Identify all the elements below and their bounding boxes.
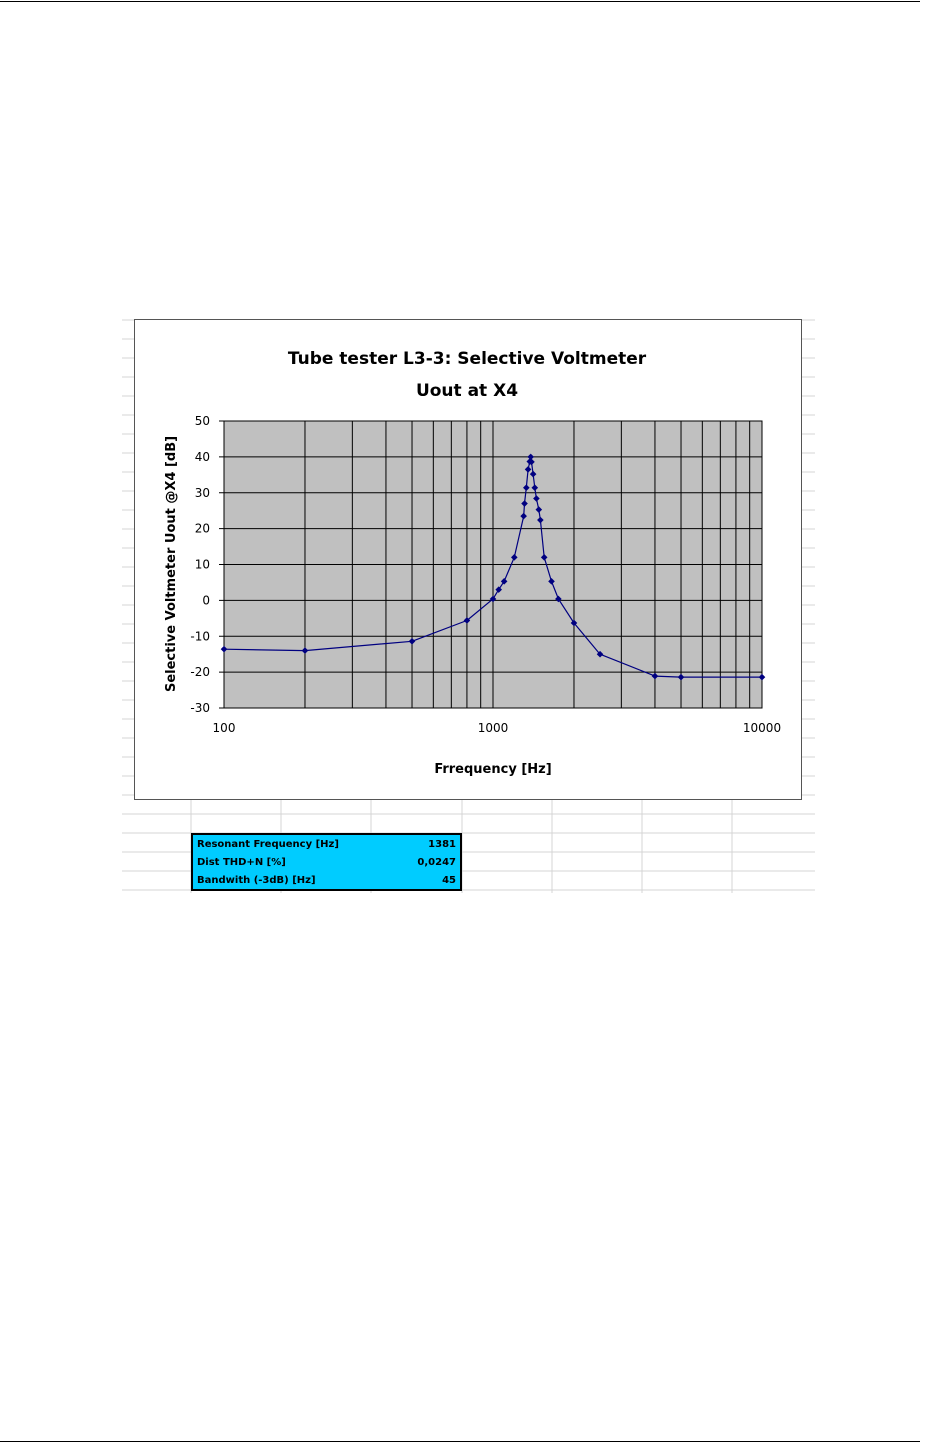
data-point [301,647,309,654]
x-tick-label: 1000 [478,721,509,735]
table-row: Bandwith (-3dB) [Hz] 45 [192,871,461,890]
chart-area: Tube tester L3-3: Selective Voltmeter Uo… [134,319,802,800]
y-tick-label: 10 [195,558,210,572]
data-point [220,645,228,653]
grid-layer [224,420,762,709]
page-top-rule [0,1,920,2]
table-row: Resonant Frequency [Hz] 1381 [192,834,461,853]
data-point [537,516,544,524]
data-point [529,470,537,478]
distortion-label: Dist THD+N [%] [197,856,286,868]
chart-subtitle: Uout at X4 [416,381,518,401]
data-point [523,484,530,492]
y-tick-label: -10 [190,629,210,643]
y-tick-label: 0 [202,593,210,607]
data-point [548,578,555,585]
y-tick-label: -30 [190,701,210,715]
data-point [540,554,548,561]
data-point [531,484,539,492]
y-tick-label: 50 [195,414,210,428]
page-bottom-rule [0,1441,920,1442]
data-point [596,650,604,658]
bandwidth-label: Bandwith (-3dB) [Hz] [197,874,316,886]
data-point [677,673,685,681]
x-axis-label: Frrequency [Hz] [434,762,551,777]
data-point [521,500,528,507]
data-point [408,637,416,645]
data-point [527,453,535,461]
distortion-value: 0,0247 [417,856,456,868]
data-point [533,495,540,502]
data-point [570,619,578,627]
data-point [500,578,508,585]
table-row: Dist THD+N [%] 0,0247 [192,853,461,871]
series-layer [220,453,766,681]
data-point [651,672,659,680]
y-axis-label: Selective Voltmeter Uout @X4 [dB] [164,436,179,692]
y-tick-labels: 50 40 30 20 10 0 -10 -20 -30 [190,414,224,715]
x-tick-labels: 100 1000 10000 [213,721,782,735]
data-point [510,554,518,561]
y-tick-label: 40 [195,450,210,464]
data-point [520,512,527,520]
summary-table: Resonant Frequency [Hz] 1381 Dist THD+N … [191,833,462,891]
data-point [535,506,543,513]
data-point [489,595,497,603]
data-point [555,595,562,603]
y-tick-label: 30 [195,486,210,500]
y-tick-label: -20 [190,665,210,679]
x-tick-label: 100 [213,721,236,735]
bandwidth-value: 45 [442,874,456,886]
data-point [758,673,766,681]
resonant-frequency-value: 1381 [428,838,456,850]
resonant-frequency-label: Resonant Frequency [Hz] [197,838,339,850]
y-tick-label: 20 [195,522,210,536]
data-point [524,466,532,473]
chart-svg: Tube tester L3-3: Selective Voltmeter Uo… [164,349,782,777]
x-tick-label: 10000 [743,721,781,735]
data-point [528,458,535,466]
chart-title: Tube tester L3-3: Selective Voltmeter [288,349,647,369]
data-point [495,586,502,593]
data-point [463,617,471,624]
